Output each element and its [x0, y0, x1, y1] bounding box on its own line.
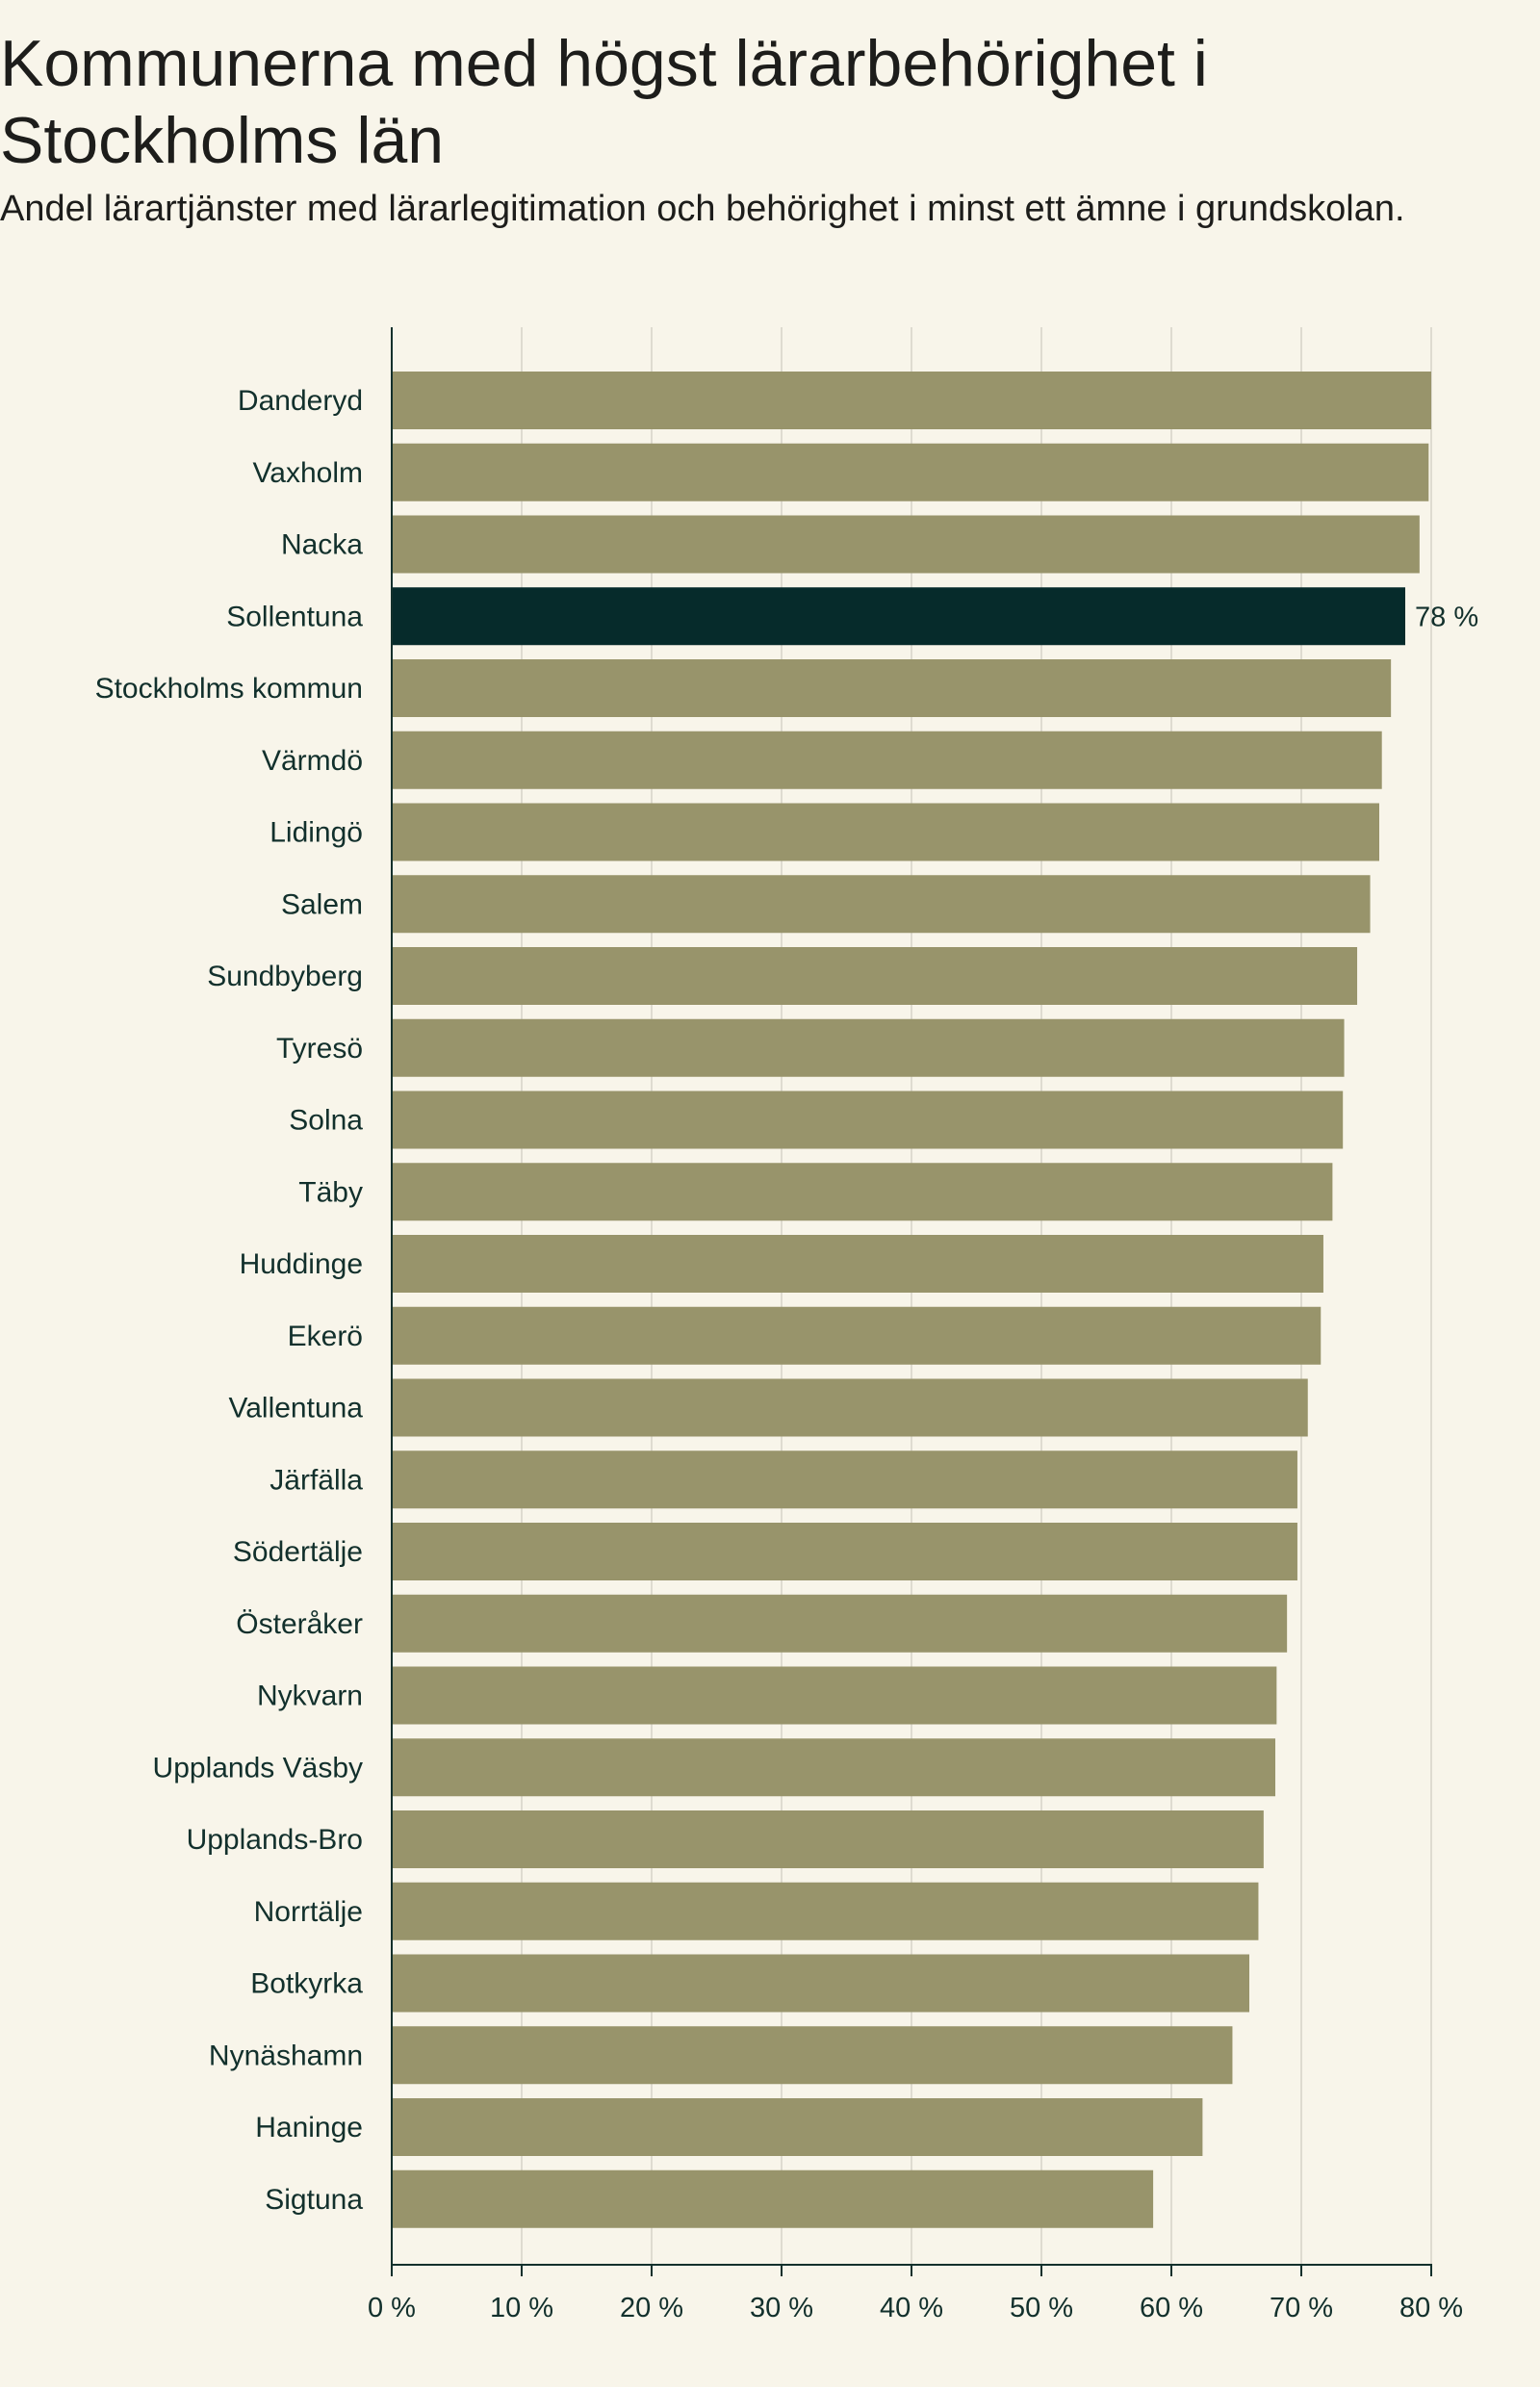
bar: [392, 1594, 1288, 1653]
x-tick-label: 30 %: [750, 2293, 813, 2323]
category-label: Lidingö: [270, 817, 363, 849]
chart-title: Kommunerna med högst lärarbehörighet i S…: [0, 27, 1208, 177]
bar: [392, 2026, 1233, 2085]
category-label: Sigtuna: [265, 2184, 363, 2216]
bar: [392, 1018, 1345, 1077]
bar: [392, 803, 1379, 861]
category-label: Sollentuna: [226, 601, 363, 632]
category-label: Salem: [281, 888, 363, 920]
bar: [392, 1378, 1308, 1437]
bar: [392, 947, 1358, 1005]
category-label: Upplands-Bro: [187, 1824, 363, 1856]
x-tick-label: 70 %: [1270, 2293, 1333, 2323]
bar: [392, 731, 1382, 789]
category-label: Nykvarn: [257, 1681, 363, 1712]
x-tick-label: 40 %: [880, 2293, 943, 2323]
category-label: Botkyrka: [250, 1968, 363, 2000]
category-label: Upplands Väsby: [153, 1752, 363, 1784]
bar: [392, 1523, 1297, 1580]
bar: [392, 1163, 1333, 1221]
category-label: Nynäshamn: [209, 2040, 363, 2071]
x-tick-label: 80 %: [1399, 2293, 1463, 2323]
bar: [392, 1810, 1264, 1868]
category-label: Vallentuna: [228, 1393, 363, 1424]
x-tick-label: 10 %: [490, 2293, 553, 2323]
data-labels: 78 %: [1415, 602, 1478, 632]
bar: [392, 875, 1371, 934]
bar: [392, 2169, 1154, 2228]
category-label: Huddinge: [240, 1248, 363, 1280]
bar: [392, 515, 1420, 574]
bars: [392, 372, 1431, 2228]
category-label: Värmdö: [262, 745, 363, 777]
bar: [392, 1306, 1322, 1365]
x-tick-label: 0 %: [368, 2293, 416, 2323]
bar: [392, 2098, 1203, 2156]
bar: [392, 1091, 1344, 1149]
bar: [392, 1666, 1277, 1725]
bar: [392, 587, 1405, 646]
category-label: Ekerö: [288, 1321, 363, 1352]
category-label: Järfälla: [270, 1464, 363, 1496]
category-label: Haninge: [255, 2112, 363, 2143]
x-tick-label: 50 %: [1010, 2293, 1073, 2323]
bar-chart: Danderyd Vaxholm Nacka Sollentuna Stockholms…: [95, 327, 1478, 2323]
x-tick-label: 20 %: [620, 2293, 683, 2323]
x-tick-label: 60 %: [1140, 2293, 1203, 2323]
bar: [392, 659, 1392, 717]
bar: [392, 372, 1431, 429]
category-label: Tyresö: [276, 1033, 363, 1065]
category-label: Sundbyberg: [207, 961, 363, 992]
bar: [392, 1235, 1323, 1293]
category-label: Danderyd: [238, 385, 363, 417]
category-label: Solna: [289, 1105, 363, 1137]
category-label: Stockholms kommun: [95, 673, 363, 705]
data-label: 78 %: [1415, 602, 1478, 632]
x-axis: 0 % 10 % 20 % 30 % 40 % 50 % 60 % 70 % 80 %: [368, 327, 1463, 2323]
bar: [392, 1450, 1297, 1509]
category-labels: Danderyd Vaxholm Nacka Sollentuna Stockholms…: [95, 385, 364, 2216]
category-label: Södertälje: [233, 1536, 363, 1568]
category-label: Vaxholm: [253, 457, 364, 489]
category-label: Täby: [298, 1176, 363, 1208]
gridlines: [521, 327, 1432, 2265]
bar: [392, 1954, 1249, 2013]
chart-subtitle: Andel lärartjänster med lärarlegitimatio…: [0, 189, 1405, 229]
bar: [392, 1738, 1275, 1797]
bar: [392, 443, 1429, 501]
category-label: Nacka: [281, 529, 363, 561]
category-label: Norrtälje: [254, 1896, 363, 1928]
category-label: Österåker: [236, 1608, 363, 1640]
bar: [392, 1882, 1259, 1940]
